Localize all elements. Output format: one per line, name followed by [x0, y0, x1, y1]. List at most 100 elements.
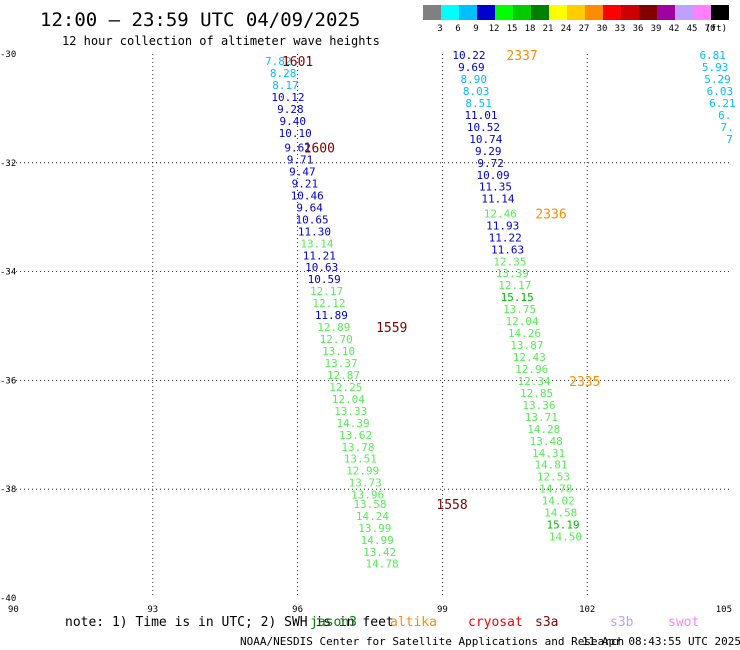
wave-height-value: 13.42: [363, 546, 396, 559]
legend-label: 27: [579, 24, 590, 34]
wave-height-value: 13.62: [339, 429, 372, 442]
wave-height-value: 9.29: [475, 145, 502, 158]
wave-height-value: 11.14: [481, 193, 514, 206]
lat-tick-label: -38: [0, 485, 16, 495]
map-subtitle: 12 hour collection of altimeter wave hei…: [62, 34, 380, 48]
wave-height-value: 9.40: [280, 115, 307, 128]
wave-height-value: 11.01: [464, 109, 497, 122]
footer-note: note: 1) Time is in UTC; 2) SWH is in fe…: [65, 615, 394, 630]
wave-height-value: 10.12: [271, 91, 304, 104]
legend-label: 21: [543, 24, 554, 34]
legend-swatch: [531, 5, 549, 20]
wave-height-value: 6.: [718, 109, 731, 122]
wave-height-value: 12.35: [493, 255, 526, 268]
wave-height-value: 12.53: [537, 471, 570, 484]
legend-label: 6: [455, 24, 460, 34]
pass-time-label: 1558: [436, 498, 467, 513]
legend-swatch: [657, 5, 675, 20]
satellite-legend: jason3 altika cryosat s3a s3b swot: [310, 615, 699, 630]
wave-height-value: 13.14: [300, 237, 333, 250]
legend-swatch: [549, 5, 567, 20]
wave-height-value: 11.89: [315, 309, 348, 322]
legend-label: 36: [633, 24, 644, 34]
satellite-name: s3b: [610, 615, 634, 630]
legend-label: 33: [615, 24, 626, 34]
wave-height-value: 11.30: [298, 225, 331, 238]
wave-height-value: 12.87: [327, 369, 360, 382]
lon-tick-label: 105: [716, 605, 732, 615]
wave-height-value: 12.34: [518, 375, 551, 388]
wave-height-value: 13.39: [496, 267, 529, 280]
lon-tick-label: 102: [579, 605, 595, 615]
legend-label: 39: [651, 24, 662, 34]
wave-height-value: 12.85: [520, 387, 553, 400]
wave-height-value: 8.28: [270, 67, 297, 80]
legend-swatch: [441, 5, 459, 20]
legend-swatch: [603, 5, 621, 20]
wave-height-value: 6.21: [709, 97, 736, 110]
wave-height-value: 13.37: [324, 357, 357, 370]
satellite-name: cryosat: [468, 615, 523, 630]
wave-height-value: 13.87: [510, 339, 543, 352]
wave-height-value: 13.96: [351, 489, 384, 502]
legend-label: 24: [561, 24, 572, 34]
legend-swatch: [585, 5, 603, 20]
pass-time-label: 1559: [376, 321, 407, 336]
legend-swatch: [711, 5, 729, 20]
lon-tick-label: 90: [8, 605, 19, 615]
wave-height-value: 10.74: [469, 133, 502, 146]
wave-height-value: 13.36: [522, 399, 555, 412]
wave-height-value: 10.22: [452, 49, 485, 62]
wave-height-value: 9.71: [287, 154, 314, 167]
wave-height-value: 10.52: [467, 121, 500, 134]
wave-height-value: 9.64: [296, 201, 323, 214]
wave-height-value: 10.10: [279, 127, 312, 140]
wave-height-value: 11.63: [491, 243, 524, 256]
wave-height-value: 14.28: [527, 423, 560, 436]
wave-height-value: 10.09: [477, 169, 510, 182]
wave-height-value: 9.47: [289, 166, 316, 179]
lat-tick-label: -36: [0, 376, 16, 386]
wave-height-value: 8.17: [272, 79, 299, 92]
wave-height-value: 10.59: [308, 273, 341, 286]
lon-tick-label: 99: [437, 605, 448, 615]
legend-label: 42: [669, 24, 680, 34]
wave-height-value: 10.63: [305, 261, 338, 274]
wave-height-value: 14.58: [544, 507, 577, 520]
wave-height-value: 14.24: [356, 510, 389, 523]
wave-height-value: 13.33: [334, 405, 367, 418]
wave-height-value: 13.73: [349, 477, 382, 490]
lat-tick-label: -30: [0, 50, 16, 60]
wave-height-value: 15.19: [547, 519, 580, 532]
wave-height-value: 13.75: [503, 303, 536, 316]
legend-swatch: [693, 5, 711, 20]
wave-height-value: 12.25: [329, 381, 362, 394]
wave-height-value: 9.28: [277, 103, 304, 116]
wave-height-value: 13.58: [353, 498, 386, 511]
wave-height-value: 8.90: [461, 73, 488, 86]
footer-timestamp: 11 Apr 08:43:55 UTC 2025: [582, 635, 740, 648]
wave-height-value: 12.46: [484, 207, 517, 220]
legend-label: 30: [597, 24, 608, 34]
wave-height-value: 7.82: [265, 55, 292, 68]
satellite-name: jason3: [310, 615, 357, 630]
wave-height-value: 9.72: [477, 157, 504, 170]
wave-height-value: 14.78: [539, 483, 572, 496]
legend-unit: (ft): [705, 24, 727, 34]
lon-tick-label: 93: [147, 605, 158, 615]
pass-time-label: 1600: [304, 142, 335, 157]
legend-swatch: [495, 5, 513, 20]
wave-height-value: 14.31: [532, 447, 565, 460]
wave-height-value: 14.81: [534, 459, 567, 472]
wave-height-legend: 3 6 9 12 15 18 21 24 27 30 33 36 39 42 45 70(ft): [423, 5, 729, 34]
wave-height-value: 11.21: [303, 249, 336, 262]
pass-time-labels: 1601 1600 1559 1558 2337 2336 2335: [282, 49, 600, 513]
wave-height-value: 7.: [721, 121, 734, 134]
lat-tick-label: -40: [0, 594, 16, 604]
wave-height-value: 13.51: [344, 453, 377, 466]
wave-height-value: 12.04: [332, 393, 365, 406]
wave-height-value: 13.48: [530, 435, 563, 448]
lon-tick-label: 96: [292, 605, 303, 615]
legend-label: 3: [437, 24, 442, 34]
